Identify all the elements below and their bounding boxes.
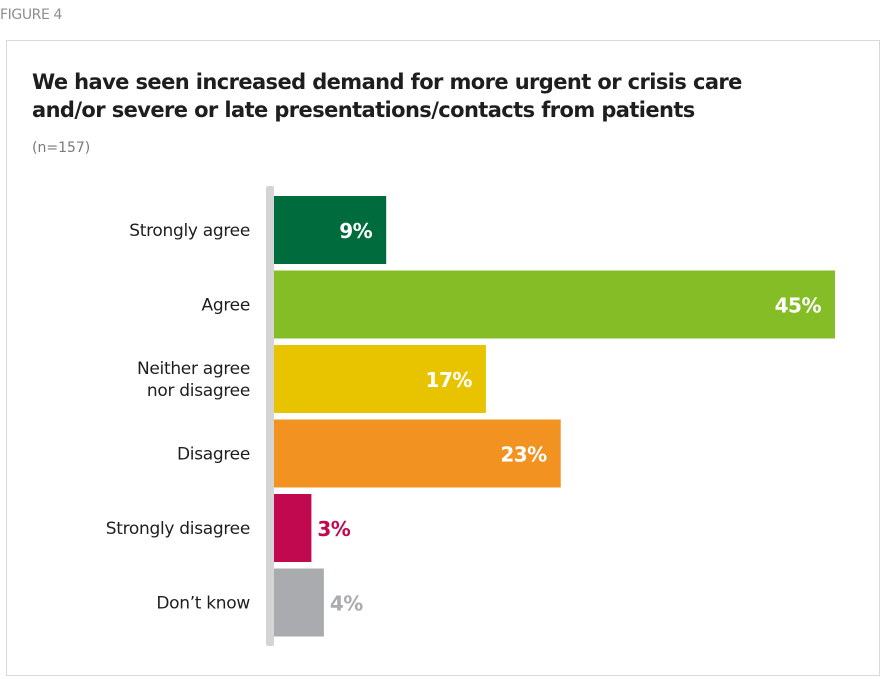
chart-title-line-2: and/or severe or late presentations/cont… xyxy=(32,98,695,122)
bar-4 xyxy=(274,494,312,562)
category-label-2-1: nor disagree xyxy=(147,381,250,401)
bar-5 xyxy=(274,568,324,637)
bar-1 xyxy=(274,270,835,339)
value-label-4: 3% xyxy=(317,517,350,541)
value-label-1: 45% xyxy=(775,294,822,318)
category-label-2-0: Neither agree xyxy=(137,359,250,379)
value-label-3: 23% xyxy=(500,443,547,467)
category-label-5-0: Don’t know xyxy=(156,594,250,614)
chart-title: We have seen increased demand for more u… xyxy=(32,68,822,124)
value-label-5: 4% xyxy=(330,592,363,616)
bars-group: Strongly agree 9% Agree 45% Neither agreenor… xyxy=(106,196,835,637)
sample-size-note: (n=157) xyxy=(32,140,91,156)
value-label-0: 9% xyxy=(339,219,372,243)
bar-2 xyxy=(274,345,486,413)
category-label-3-0: Disagree xyxy=(177,445,250,465)
category-axis xyxy=(266,186,274,646)
category-label-1-0: Agree xyxy=(202,296,250,316)
category-label-4-0: Strongly disagree xyxy=(106,519,250,539)
bar-3 xyxy=(274,419,561,488)
figure-label: FIGURE 4 xyxy=(0,7,63,23)
category-label-0-0: Strongly agree xyxy=(129,221,250,241)
value-label-2: 17% xyxy=(426,368,473,392)
chart-title-line-1: We have seen increased demand for more u… xyxy=(32,70,742,94)
bar-0 xyxy=(274,196,387,264)
